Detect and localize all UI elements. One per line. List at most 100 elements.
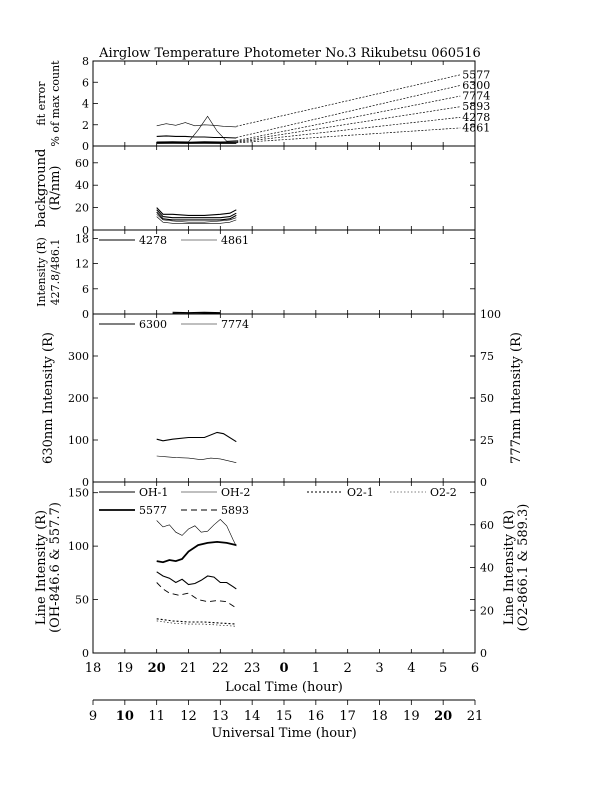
legend-label: 5893 — [221, 504, 249, 517]
y-axis-label: 427.8/486.1 — [49, 239, 62, 306]
y-axis-right-label: Line Intensity (R) — [502, 510, 517, 625]
local-time-tick-label: 22 — [212, 661, 229, 676]
y-tick-label: 6 — [82, 76, 89, 89]
panel-intensity-630-777: 0 100 200 300 0 25 50 75 100 777nm Intensity (R) 6… — [41, 308, 524, 489]
y-tick-label: 20 — [75, 202, 89, 215]
ut-tick-label: 21 — [467, 709, 484, 724]
annotation-leader — [236, 116, 461, 143]
y-tick-label: 0 — [82, 476, 89, 489]
panel-background: 0 20 40 60 background (R/nm) — [34, 145, 476, 237]
y-tick-right-label: 75 — [480, 350, 494, 363]
local-time-tick-label: 21 — [180, 661, 197, 676]
ut-tick-label: 20 — [434, 709, 452, 724]
y-tick-label: 12 — [75, 258, 89, 271]
series-line-6300 — [156, 431, 237, 443]
y-axis-label: (R/nm) — [48, 165, 63, 210]
y-axis-label: Line Intensity (R) — [34, 510, 49, 625]
y-tick-label: 0 — [82, 224, 89, 237]
legend-label: OH-1 — [139, 486, 168, 499]
y-tick-right-label: 0 — [480, 647, 487, 660]
annotation-leader — [236, 95, 461, 142]
series-line — [156, 211, 237, 221]
annotation-leader — [236, 74, 461, 127]
y-axis-label: % of max count — [49, 60, 62, 147]
local-time-tick-label: 4 — [407, 661, 415, 676]
annotation-leader — [236, 127, 461, 144]
y-tick-right-label: 20 — [480, 604, 494, 617]
local-time-tick-label: 5 — [439, 661, 447, 676]
y-axis-label: 630nm Intensity (R) — [41, 332, 56, 464]
y-tick-label: 150 — [68, 487, 89, 500]
ut-tick-label: 18 — [371, 709, 388, 724]
y-axis-label: fit error — [35, 81, 48, 126]
annotation-label: 6300 — [462, 79, 490, 92]
y-tick-label: 6 — [82, 283, 89, 296]
panel-intensity-427-486: 0 6 12 18 Intensity (R) 427.8/486.1 4278 4861 — [35, 229, 476, 321]
y-axis-label: background — [34, 149, 49, 228]
y-tick-label: 0 — [82, 308, 89, 321]
legend-label: 4861 — [221, 234, 249, 247]
y-axis-label: Intensity (R) — [35, 237, 48, 307]
ut-tick-label: 10 — [116, 709, 134, 724]
y-tick-label: 50 — [75, 594, 89, 607]
y-tick-label: 200 — [68, 392, 89, 405]
legend-label: 5577 — [139, 504, 167, 517]
legend-label: 4278 — [139, 234, 167, 247]
local-time-tick-label: 0 — [279, 661, 288, 676]
y-tick-right-label: 60 — [480, 519, 494, 532]
local-time-tick-label: 3 — [375, 661, 383, 676]
y-axis-label: (OH-846.6 & 557.7) — [48, 502, 63, 633]
y-axis-right-label: 777nm Intensity (R) — [509, 332, 524, 464]
y-tick-right-label: 0 — [480, 476, 487, 489]
local-time-tick-label: 1 — [312, 661, 320, 676]
panel-frame — [92, 313, 476, 483]
annotation-leader — [236, 106, 461, 142]
series-line-6300 — [156, 135, 237, 139]
y-tick-label: 4 — [82, 98, 89, 111]
y-tick-label: 0 — [82, 140, 89, 153]
panel-fit-error: 0 2 4 6 8 fit error% of max count 557763007774… — [35, 55, 490, 153]
series-line-5893 — [156, 582, 237, 609]
series-line — [156, 209, 237, 219]
local-time-axis-label: Local Time (hour) — [225, 680, 343, 695]
annotation-label: 4278 — [462, 111, 490, 124]
ut-tick-label: 13 — [212, 709, 229, 724]
y-tick-label: 40 — [75, 179, 89, 192]
panel-frame — [92, 145, 476, 231]
ut-tick-label: 15 — [276, 709, 293, 724]
y-tick-right-label: 100 — [480, 308, 501, 321]
series-line-oh-2 — [156, 518, 237, 547]
y-axis-right-label: (O2-866.1 & 589.3) — [516, 504, 531, 632]
local-time-tick-label: 2 — [344, 661, 352, 676]
legend-label: O2-1 — [347, 486, 374, 499]
series-line-o2-2 — [156, 620, 237, 627]
y-tick-label: 60 — [75, 157, 89, 170]
series-line-5577 — [156, 540, 237, 564]
ut-tick-label: 9 — [89, 709, 97, 724]
series-line — [156, 207, 237, 216]
legend-label: OH-2 — [221, 486, 250, 499]
y-tick-label: 100 — [68, 434, 89, 447]
series-line-7774 — [156, 455, 237, 463]
series-line — [156, 214, 237, 223]
series-line-oh-1 — [156, 571, 237, 590]
y-tick-label: 18 — [75, 232, 89, 245]
ut-tick-label: 19 — [403, 709, 420, 724]
ut-axis-label: Universal Time (hour) — [211, 726, 356, 741]
series-line — [156, 216, 237, 224]
y-tick-right-label: 40 — [480, 562, 494, 575]
local-time-tick-label: 20 — [148, 661, 166, 676]
annotation-label: 7774 — [462, 90, 490, 103]
annotation-label: 5577 — [462, 68, 490, 81]
y-tick-right-label: 25 — [480, 434, 494, 447]
legend-label: 7774 — [221, 318, 249, 331]
y-tick-label: 0 — [82, 647, 89, 660]
legend-label: 6300 — [139, 318, 167, 331]
y-tick-label: 8 — [82, 55, 89, 68]
y-tick-label: 300 — [68, 350, 89, 363]
ut-tick-label: 16 — [308, 709, 325, 724]
series-line-o2-1 — [156, 618, 237, 625]
